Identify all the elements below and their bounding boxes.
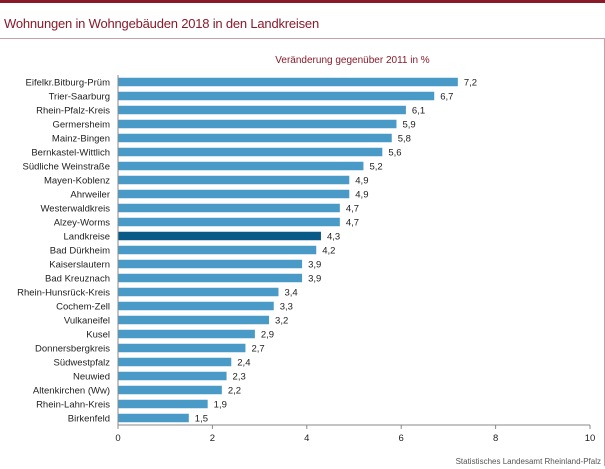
bar [118, 329, 255, 339]
data-label: 4,7 [346, 217, 359, 228]
bar [118, 273, 303, 283]
category-label: Bad Dürkheim [50, 245, 110, 256]
data-label: 3,9 [308, 259, 321, 270]
category-label: Birkenfeld [68, 413, 110, 424]
data-label: 5,9 [402, 119, 415, 130]
data-label: 5,2 [369, 161, 382, 172]
category-label: Trier-Saarburg [49, 91, 110, 102]
bar [118, 399, 208, 409]
data-label: 2,9 [261, 329, 274, 340]
data-label: 2,4 [237, 357, 250, 368]
category-label: Mayen-Koblenz [44, 175, 110, 186]
bar [118, 133, 392, 143]
data-label: 2,2 [228, 385, 241, 396]
category-label: Landkreise [64, 231, 110, 242]
bar [118, 315, 270, 325]
bar [118, 259, 303, 269]
category-label: Mainz-Bingen [52, 133, 110, 144]
category-label: Neuwied [73, 371, 110, 382]
bar [118, 231, 321, 241]
category-label: Altenkirchen (Ww) [33, 385, 110, 396]
category-label: Germersheim [52, 119, 110, 130]
x-tick-label: 4 [304, 433, 309, 444]
data-label: 3,2 [275, 315, 288, 326]
data-label: 2,7 [251, 343, 264, 354]
data-label: 4,9 [355, 175, 368, 186]
category-label: Donnersbergkreis [35, 343, 110, 354]
category-label: Bernkastel-Wittlich [31, 147, 110, 158]
bar [118, 147, 383, 157]
category-label: Rhein-Lahn-Kreis [36, 399, 110, 410]
bar [118, 77, 458, 87]
data-label: 5,8 [398, 133, 411, 144]
category-label: Kusel [86, 329, 110, 340]
category-label: Cochem-Zell [56, 301, 110, 312]
x-tick-label: 10 [585, 433, 596, 444]
x-tick-label: 0 [115, 433, 120, 444]
bar [118, 413, 189, 423]
data-label: 5,6 [388, 147, 401, 158]
data-label: 2,3 [233, 371, 246, 382]
data-label: 1,9 [214, 399, 227, 410]
bar [118, 245, 317, 255]
category-label: Rhein-Pfalz-Kreis [36, 105, 110, 116]
chart-title: Wohnungen in Wohngebäuden 2018 in den La… [4, 16, 319, 31]
bar [118, 203, 340, 213]
x-tick-label: 8 [493, 433, 498, 444]
data-label: 7,2 [464, 77, 477, 88]
category-label: Kaiserslautern [49, 259, 110, 270]
category-label: Alzey-Worms [54, 217, 111, 228]
data-label: 4,2 [322, 245, 335, 256]
bar [118, 217, 340, 227]
bar [118, 161, 364, 171]
x-tick-label: 2 [210, 433, 215, 444]
bar [118, 91, 435, 101]
category-label: Westerwaldkreis [40, 203, 110, 214]
bar [118, 105, 406, 115]
category-label: Südwestpfalz [53, 357, 110, 368]
bar [118, 371, 227, 381]
data-label: 6,1 [412, 105, 425, 116]
chart-subtitle: Veränderung gegenüber 2011 in % [275, 55, 430, 66]
title-divider [0, 38, 605, 39]
source-note: Statistisches Landesamt Rheinland-Pfalz [455, 457, 601, 466]
category-label: Vulkaneifel [64, 315, 110, 326]
bar [118, 385, 222, 395]
category-label: Eifelkr.Bitburg-Prüm [26, 77, 111, 88]
data-label: 4,7 [346, 203, 359, 214]
x-tick-label: 6 [399, 433, 404, 444]
bar [118, 119, 397, 129]
data-label: 4,9 [355, 189, 368, 200]
top-rule [0, 0, 605, 3]
bar [118, 175, 350, 185]
bar [118, 301, 274, 311]
data-label: 1,5 [195, 413, 208, 424]
category-label: Südliche Weinstraße [23, 161, 110, 172]
data-label: 3,9 [308, 273, 321, 284]
category-label: Rhein-Hunsrück-Kreis [17, 287, 110, 298]
bar [118, 343, 246, 353]
data-label: 4,3 [327, 231, 340, 242]
bar [118, 287, 279, 297]
bar [118, 357, 232, 367]
category-label: Ahrweiler [70, 189, 110, 200]
category-label: Bad Kreuznach [45, 273, 110, 284]
data-label: 3,4 [284, 287, 297, 298]
data-label: 3,3 [280, 301, 293, 312]
bar [118, 189, 350, 199]
data-label: 6,7 [440, 91, 453, 102]
